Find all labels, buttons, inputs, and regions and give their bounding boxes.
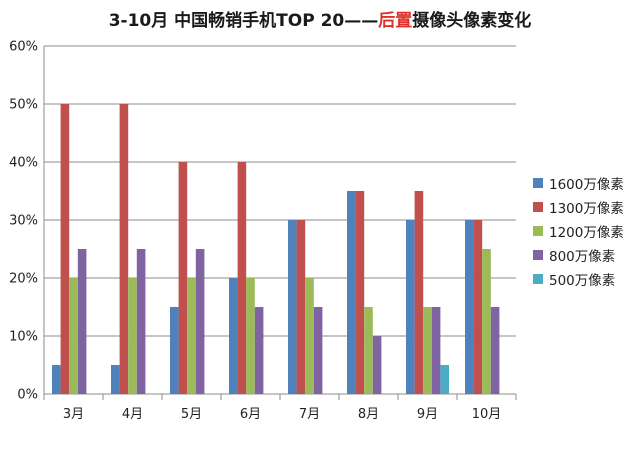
legend-label: 800万像素	[549, 249, 616, 265]
legend-item: 1200万像素	[533, 219, 624, 243]
bar	[187, 278, 196, 394]
y-tick-label: 60%	[9, 40, 38, 55]
x-tick-label: 10月	[472, 407, 502, 422]
x-tick-label: 3月	[63, 407, 84, 422]
bar	[414, 191, 424, 394]
bar	[69, 278, 78, 394]
x-tick-label: 7月	[299, 407, 320, 422]
y-tick-label: 0%	[17, 388, 38, 403]
bar	[364, 307, 373, 394]
legend-label: 500万像素	[549, 273, 616, 289]
legend-label: 1600万像素	[549, 177, 624, 193]
bar	[136, 249, 146, 394]
y-tick-label: 20%	[9, 272, 38, 287]
x-tick-label: 4月	[122, 407, 143, 422]
x-tick-label: 6月	[240, 407, 261, 422]
bar	[254, 307, 264, 394]
x-tick-label: 5月	[181, 407, 202, 422]
bar	[347, 191, 356, 394]
bar	[246, 278, 255, 394]
bar	[178, 162, 188, 394]
bar	[119, 104, 129, 394]
bar	[195, 249, 205, 394]
bar	[229, 278, 238, 394]
legend-swatch	[533, 202, 543, 212]
bar	[288, 220, 297, 394]
chart-title: 3-10月 中国畅销手机TOP 20——后置摄像头像素变化	[108, 11, 532, 31]
bar	[313, 307, 323, 394]
bar	[465, 220, 474, 394]
bar	[296, 220, 306, 394]
bar	[440, 365, 449, 394]
bar	[490, 307, 500, 394]
bar	[431, 307, 441, 394]
y-tick-label: 40%	[9, 156, 38, 171]
bar	[305, 278, 314, 394]
legend-item: 500万像素	[533, 267, 624, 291]
bar	[170, 307, 179, 394]
bar	[128, 278, 137, 394]
bar	[406, 220, 415, 394]
legend-label: 1200万像素	[549, 225, 624, 241]
legend-swatch	[533, 250, 543, 260]
legend-swatch	[533, 274, 543, 284]
bar	[473, 220, 483, 394]
bar	[482, 249, 491, 394]
bar	[372, 336, 382, 394]
bar	[237, 162, 247, 394]
legend-item: 1300万像素	[533, 195, 624, 219]
legend-swatch	[533, 226, 543, 236]
legend-label: 1300万像素	[549, 201, 624, 217]
bar	[60, 104, 70, 394]
bar	[355, 191, 365, 394]
y-tick-label: 50%	[9, 98, 38, 113]
x-tick-label: 9月	[417, 407, 438, 422]
legend-swatch	[533, 178, 543, 188]
bar	[423, 307, 432, 394]
y-tick-label: 10%	[9, 330, 38, 345]
y-tick-label: 30%	[9, 214, 38, 229]
bar	[52, 365, 61, 394]
bar	[77, 249, 87, 394]
legend-item: 800万像素	[533, 243, 624, 267]
x-tick-label: 8月	[358, 407, 379, 422]
chart-legend: 1600万像素 1300万像素 1200万像素 800万像素 500万像素	[533, 171, 624, 291]
bar	[111, 365, 120, 394]
legend-item: 1600万像素	[533, 171, 624, 195]
